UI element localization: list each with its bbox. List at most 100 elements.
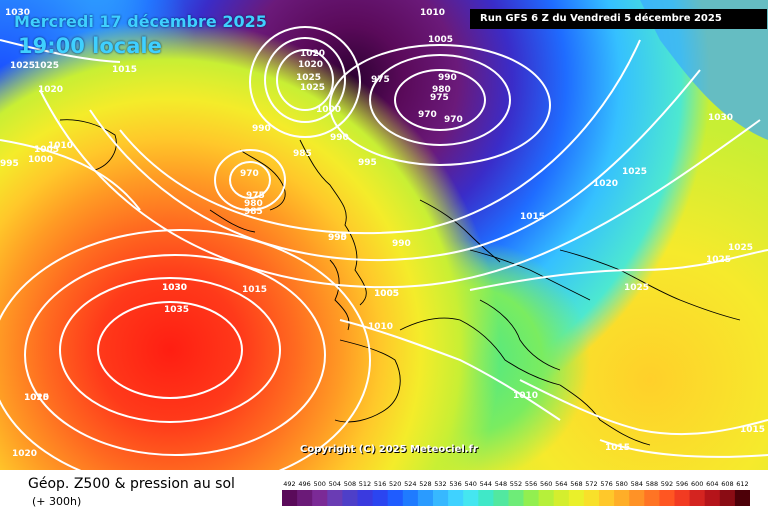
isobar-label: 1005 <box>374 289 399 299</box>
isobar-label: 1005 <box>374 289 399 299</box>
scale-tick-label: 564 <box>555 480 567 488</box>
isobar-label: 1020 <box>12 449 37 459</box>
scale-tick-label: 612 <box>736 480 748 488</box>
isobar-label: 1010 <box>368 322 393 332</box>
isobar-label: 975 <box>371 75 390 85</box>
scale-color-cell <box>719 490 736 506</box>
isobar-label: 1025 <box>622 167 647 177</box>
isobar-label: 1005 <box>34 145 59 155</box>
scale-color-cell <box>659 490 675 506</box>
scale-color-cell <box>448 490 464 506</box>
scale-tick-label: 560 <box>540 480 552 488</box>
model-run-info: Run GFS 6 Z du Vendredi 5 décembre 2025 <box>470 9 767 29</box>
isobar-label: 995 <box>0 159 19 169</box>
isobar-values: 1010 1005 1030 1025 1025 1015 1020 1010 … <box>0 8 765 459</box>
isobar-label: 1030 <box>5 8 30 18</box>
scale-tick-label: 492 <box>283 480 295 488</box>
scale-tick-label: 572 <box>585 480 597 488</box>
legend-title: Géop. Z500 & pression au sol <box>28 476 235 492</box>
isobar-label: 970 <box>444 115 463 125</box>
isobar-label: 1025 <box>34 61 59 71</box>
isobar-label: 1015 <box>740 425 765 435</box>
scale-tick-label: 596 <box>676 480 688 488</box>
scale-tick-label: 588 <box>646 480 658 488</box>
isobar-label: 1025 <box>296 73 321 83</box>
scale-tick-label: 512 <box>359 480 371 488</box>
scale-tick-label: 584 <box>631 480 643 488</box>
scale-tick-label: 508 <box>344 480 356 488</box>
scale-color-cell <box>538 490 555 506</box>
scale-color-cell <box>433 490 449 506</box>
isobar-label: 1015 <box>112 65 137 75</box>
scale-tick-label: 536 <box>449 480 461 488</box>
scale-tick-label: 552 <box>510 480 522 488</box>
scale-tick-label: 500 <box>313 480 325 488</box>
isobar-label: 1025 <box>706 255 731 265</box>
scale-tick-label: 528 <box>419 480 431 488</box>
scale-color-cell <box>417 490 434 506</box>
isobar-label: 1015 <box>520 212 545 222</box>
scale-color-cell <box>583 490 600 506</box>
legend-subtitle: (+ 300h) <box>32 495 82 508</box>
scale-tick-label: 540 <box>464 480 476 488</box>
isobar-label: 980 <box>432 85 451 95</box>
scale-color-cell <box>297 490 313 506</box>
scale-tick-label: 496 <box>298 480 310 488</box>
scale-color-cell <box>734 490 750 506</box>
scale-tick-label: 556 <box>525 480 537 488</box>
scale-color-cell <box>689 490 706 506</box>
scale-color-cell <box>614 490 630 506</box>
scale-tick-label: 504 <box>329 480 341 488</box>
scale-color-cell <box>463 490 479 506</box>
scale-color-cell <box>674 490 690 506</box>
isobar-label: 990 <box>252 124 271 134</box>
isobar-label: 1005 <box>428 35 453 45</box>
isobar-label: 990 <box>330 133 349 143</box>
scale-color-cell <box>523 490 539 506</box>
isobar-label: 1025 <box>728 243 753 253</box>
isobar-label: 975 <box>430 93 449 103</box>
forecast-date: Mercredi 17 décembre 2025 <box>14 12 267 31</box>
isobar-label: 990 <box>392 239 411 249</box>
scale-color-cell <box>568 490 585 506</box>
isobar-label: 1020 <box>298 60 323 70</box>
isobar-label: 1030 <box>162 283 187 293</box>
isobar-label: 980 <box>244 199 263 209</box>
scale-color-cell <box>312 490 328 506</box>
isobar-label: 1020 <box>38 85 63 95</box>
isobar-label: 970 <box>240 169 259 179</box>
scale-tick-label: 516 <box>374 480 386 488</box>
isobar-label: 1015 <box>605 443 630 453</box>
scale-tick-label: 580 <box>615 480 627 488</box>
isobar-label: 1020 <box>300 49 325 59</box>
isobar-label: 1015 <box>242 285 267 295</box>
scale-color-cell <box>508 490 524 506</box>
scale-color-cell <box>629 490 645 506</box>
legend-bar: Géop. Z500 & pression au sol (+ 300h) 49… <box>0 470 768 512</box>
isobar-label: 990 <box>438 73 457 83</box>
isobar-label: 1010 <box>420 8 445 18</box>
scale-color-cell <box>478 490 494 506</box>
isobar-label: 1025 <box>300 83 325 93</box>
isobar-label: 1000 <box>316 105 341 115</box>
isobar-label: 1000 <box>28 155 53 165</box>
scale-color-cell <box>372 490 389 506</box>
weather-map: 1010 1005 1030 1025 1025 1015 1020 1010 … <box>0 0 768 470</box>
scale-color-cell <box>644 490 660 506</box>
scale-color-cell <box>599 490 615 506</box>
isobar-label: 1025 <box>24 393 49 403</box>
scale-color-cell <box>493 490 509 506</box>
isobar-label: 990 <box>328 233 347 243</box>
scale-tick-label: 524 <box>404 480 416 488</box>
copyright-notice: Copyright (C) 2025 Meteociel.fr <box>300 444 478 455</box>
isobar-label: 975 <box>246 191 265 201</box>
scale-color-cell <box>704 490 721 506</box>
scale-color-cell <box>553 490 570 506</box>
isobar-label: 985 <box>293 149 312 159</box>
isobar-label: 985 <box>244 207 263 217</box>
scale-tick-label: 608 <box>721 480 733 488</box>
scale-tick-label: 520 <box>389 480 401 488</box>
scale-tick-label: 600 <box>691 480 703 488</box>
color-scale: 492 496 500 504 508 512 516 520 524 528 532 536 540 5… <box>282 480 750 506</box>
